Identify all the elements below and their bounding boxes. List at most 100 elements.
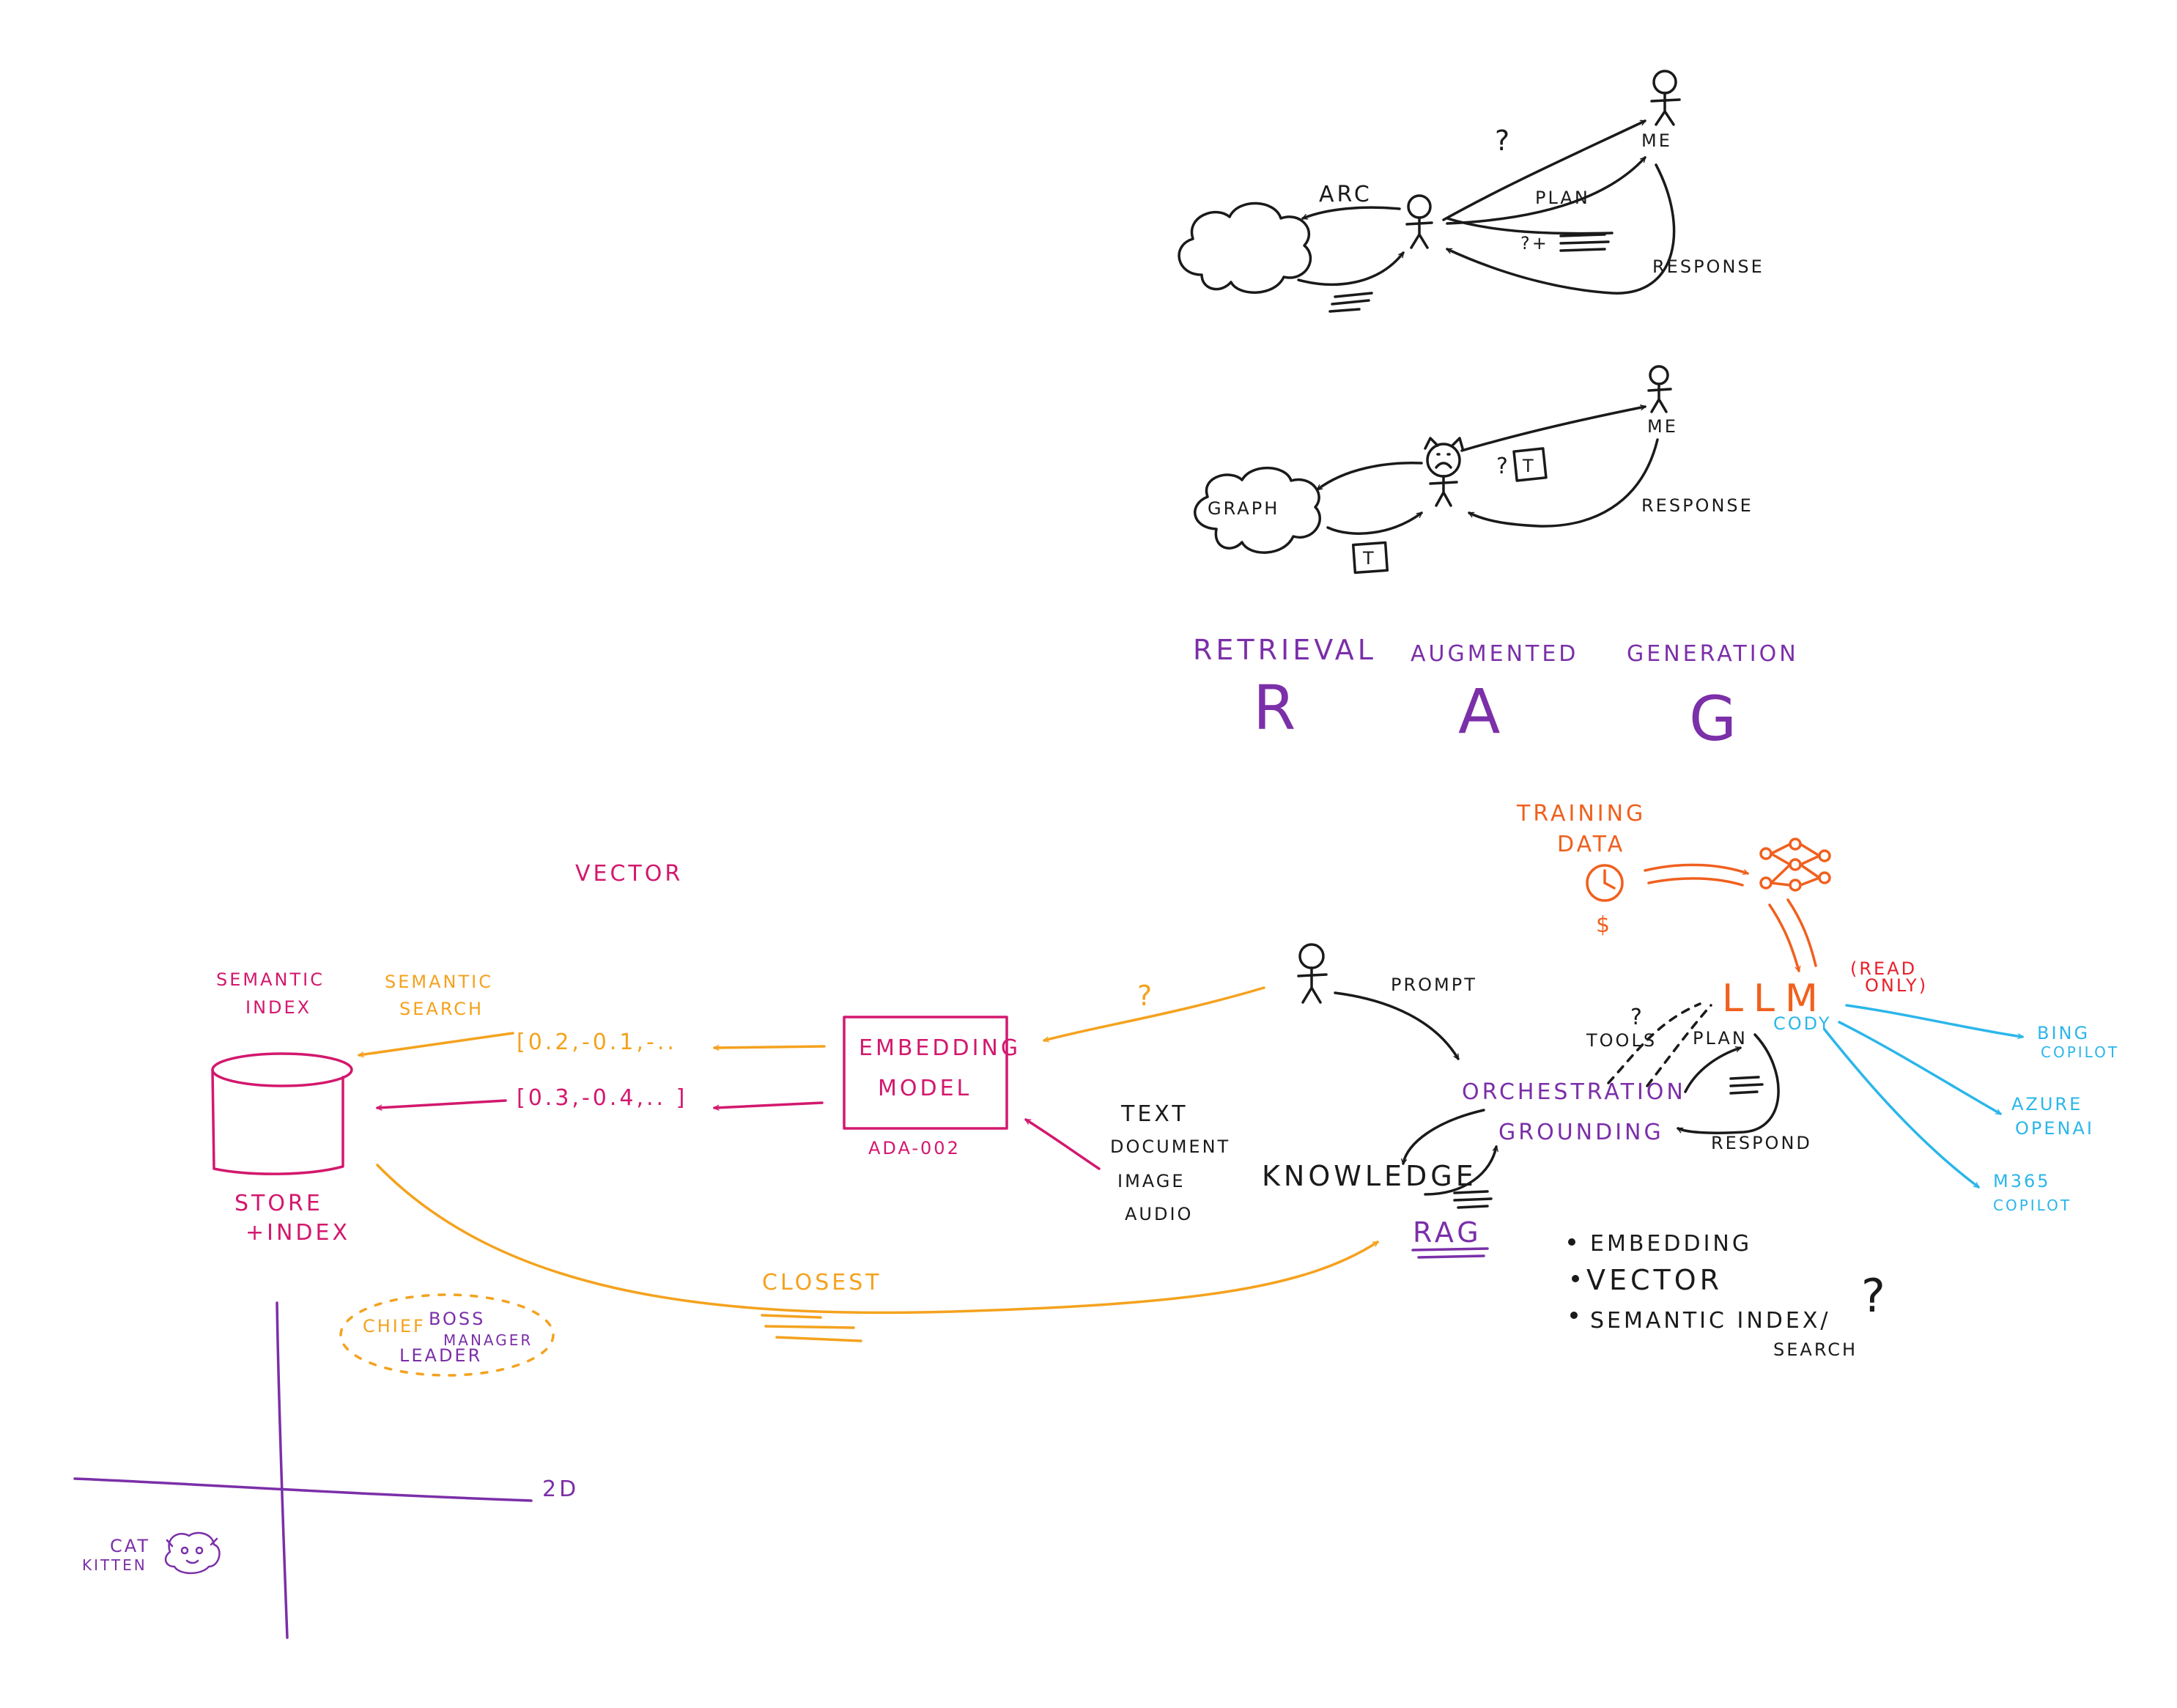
- rag-label: RAG: [1413, 1216, 1482, 1249]
- dollar-label: $: [1596, 912, 1613, 938]
- input-text: TEXT: [1120, 1101, 1189, 1127]
- m365-sub-label: COPILOT: [1993, 1197, 2071, 1214]
- token-box-bottom: [1351, 541, 1389, 574]
- bullet-dot: [1570, 1312, 1578, 1319]
- bullet-semantic: SEMANTIC INDEX/: [1590, 1308, 1831, 1334]
- semantic-search-line1: SEMANTIC: [385, 972, 493, 992]
- store-arrow: [377, 1099, 507, 1108]
- model-name: ADA-002: [868, 1138, 961, 1158]
- r-letter: R: [1253, 672, 1296, 744]
- cluster-boss: BOSS: [429, 1309, 485, 1329]
- arc-label: ARC: [1319, 182, 1372, 207]
- nn-to-llm-arrow: [1768, 903, 1799, 971]
- from-knowledge-arrow: [1424, 1147, 1496, 1196]
- input-audio: AUDIO: [1125, 1204, 1193, 1224]
- retrieval-word: RETRIEVAL: [1193, 634, 1377, 666]
- bullet-dot: [1568, 1238, 1575, 1246]
- g-letter: G: [1689, 683, 1737, 755]
- database-icon: [211, 1052, 353, 1175]
- bullet-list: EMBEDDING VECTOR SEMANTIC INDEX/ SEARCH …: [1568, 1231, 1885, 1360]
- plan-arrow: [1684, 1048, 1740, 1093]
- vector-section: VECTOR SEMANTIC INDEX SEMANTIC SEARCH ST…: [211, 861, 1378, 1342]
- prompt-label: PROMPT: [1391, 975, 1477, 995]
- cluster-manager: MANAGER: [443, 1331, 533, 1349]
- llm-label: LLM: [1722, 977, 1828, 1021]
- m365-label: M365: [1993, 1171, 2051, 1191]
- response-arrow: [1447, 163, 1676, 295]
- embedding-model-box: [843, 1016, 1008, 1130]
- semantic-index-line1: SEMANTIC: [216, 969, 325, 990]
- context-arrow: [1446, 217, 1614, 235]
- bing-sub-label: COPILOT: [2041, 1043, 2119, 1061]
- vector-magenta: [0.3,-0.4,.. ]: [517, 1085, 687, 1111]
- bullet-dot: [1572, 1275, 1579, 1282]
- graph-question-mark: ?: [1496, 454, 1511, 479]
- training-data-line1: TRAINING: [1516, 801, 1646, 827]
- kitten-label: KITTEN: [82, 1556, 147, 1574]
- semantic-search-line2: SEARCH: [399, 999, 484, 1019]
- graph-me-person-icon: [1647, 365, 1672, 413]
- augmented-word: AUGMENTED: [1411, 641, 1578, 667]
- plan-label: PLAN: [1693, 1028, 1748, 1049]
- cloud-return-arrow: [1297, 253, 1405, 286]
- person-icon: [1405, 194, 1433, 249]
- tools-label: TOOLS: [1586, 1030, 1657, 1051]
- clock-icon: [1586, 864, 1624, 902]
- orange-question-mark: ?: [1137, 980, 1156, 1012]
- user-person-icon: [1297, 943, 1328, 1004]
- respond-label: RESPOND: [1711, 1133, 1812, 1153]
- input-document: DOCUMENT: [1110, 1136, 1230, 1157]
- orchestration-label: ORCHESTRATION: [1462, 1079, 1686, 1105]
- plan-label: PLAN: [1535, 188, 1590, 208]
- closest-arrow: [376, 1164, 1378, 1315]
- token-box-top: [1512, 447, 1548, 482]
- graph-response-arrow: [1469, 438, 1659, 528]
- training-data-line2: DATA: [1557, 832, 1625, 857]
- orange-vector-arrow: [714, 1046, 826, 1048]
- grounding-label: GROUNDING: [1498, 1120, 1664, 1145]
- plot-2d: 2D CHIEF BOSS MANAGER LEADER CAT KITTEN: [73, 1293, 579, 1639]
- search-arrow: [359, 1032, 514, 1055]
- prompt-arrow: [1334, 991, 1460, 1059]
- plan-lines-icon: [1729, 1076, 1764, 1095]
- read-only-line1: (READ: [1850, 958, 1917, 979]
- plan-arrow: [1446, 158, 1646, 225]
- training-arrow: [1644, 863, 1748, 873]
- graph-return-arrow: [1326, 511, 1422, 535]
- question-mark: ?: [1495, 125, 1513, 157]
- embedding-box-line2: MODEL: [878, 1076, 972, 1101]
- store-label-line2: +INDEX: [245, 1220, 350, 1246]
- azure-arrow: [1838, 1021, 2000, 1115]
- cat-label: CAT: [110, 1536, 150, 1556]
- inputs-arrow: [1026, 1118, 1101, 1170]
- question-plus-label: ?+: [1520, 233, 1549, 254]
- query-to-embedding-arrow: [1044, 986, 1265, 1040]
- respond-arrow: [1678, 1033, 1780, 1134]
- context-lines-icon: [1559, 233, 1610, 252]
- cluster-ring: [339, 1293, 555, 1377]
- cloud-shape: [1178, 202, 1312, 294]
- bullet-search: SEARCH: [1773, 1339, 1858, 1360]
- orchestration-section: PROMPT ORCHESTRATION GROUNDING KNOWLEDGE…: [1262, 943, 1812, 1259]
- graph-response-label: RESPONSE: [1641, 495, 1753, 516]
- vector-orange: [0.2,-0.1,-..: [517, 1029, 677, 1055]
- axis-2d-label: 2D: [542, 1476, 579, 1502]
- graph-request-arrow: [1460, 407, 1645, 452]
- token-label-top: T: [1522, 456, 1536, 476]
- vector-title: VECTOR: [575, 861, 683, 887]
- token-label-bottom: T: [1362, 548, 1376, 569]
- rag-acronym: RETRIEVAL AUGMENTED GENERATION R A G: [1193, 634, 1796, 755]
- x-axis: [73, 1477, 533, 1502]
- input-image: IMAGE: [1117, 1171, 1186, 1191]
- embedding-box-line1: EMBEDDING: [859, 1035, 1021, 1061]
- top-scene: ARC ? ME PLAN ?+ RESPONSE: [1178, 70, 1762, 313]
- to-knowledge-arrow: [1403, 1109, 1485, 1164]
- magenta-vector-arrow: [714, 1101, 824, 1108]
- read-only-line2: ONLY): [1865, 975, 1928, 996]
- graph-scene: GRAPH ME ? T T RESPONSE: [1194, 365, 1753, 574]
- graph-query-arrow: [1317, 462, 1423, 491]
- cluster-leader: LEADER: [399, 1345, 482, 1366]
- azure-sub-label: OPENAI: [2015, 1118, 2094, 1139]
- question-arrow: [1442, 119, 1645, 221]
